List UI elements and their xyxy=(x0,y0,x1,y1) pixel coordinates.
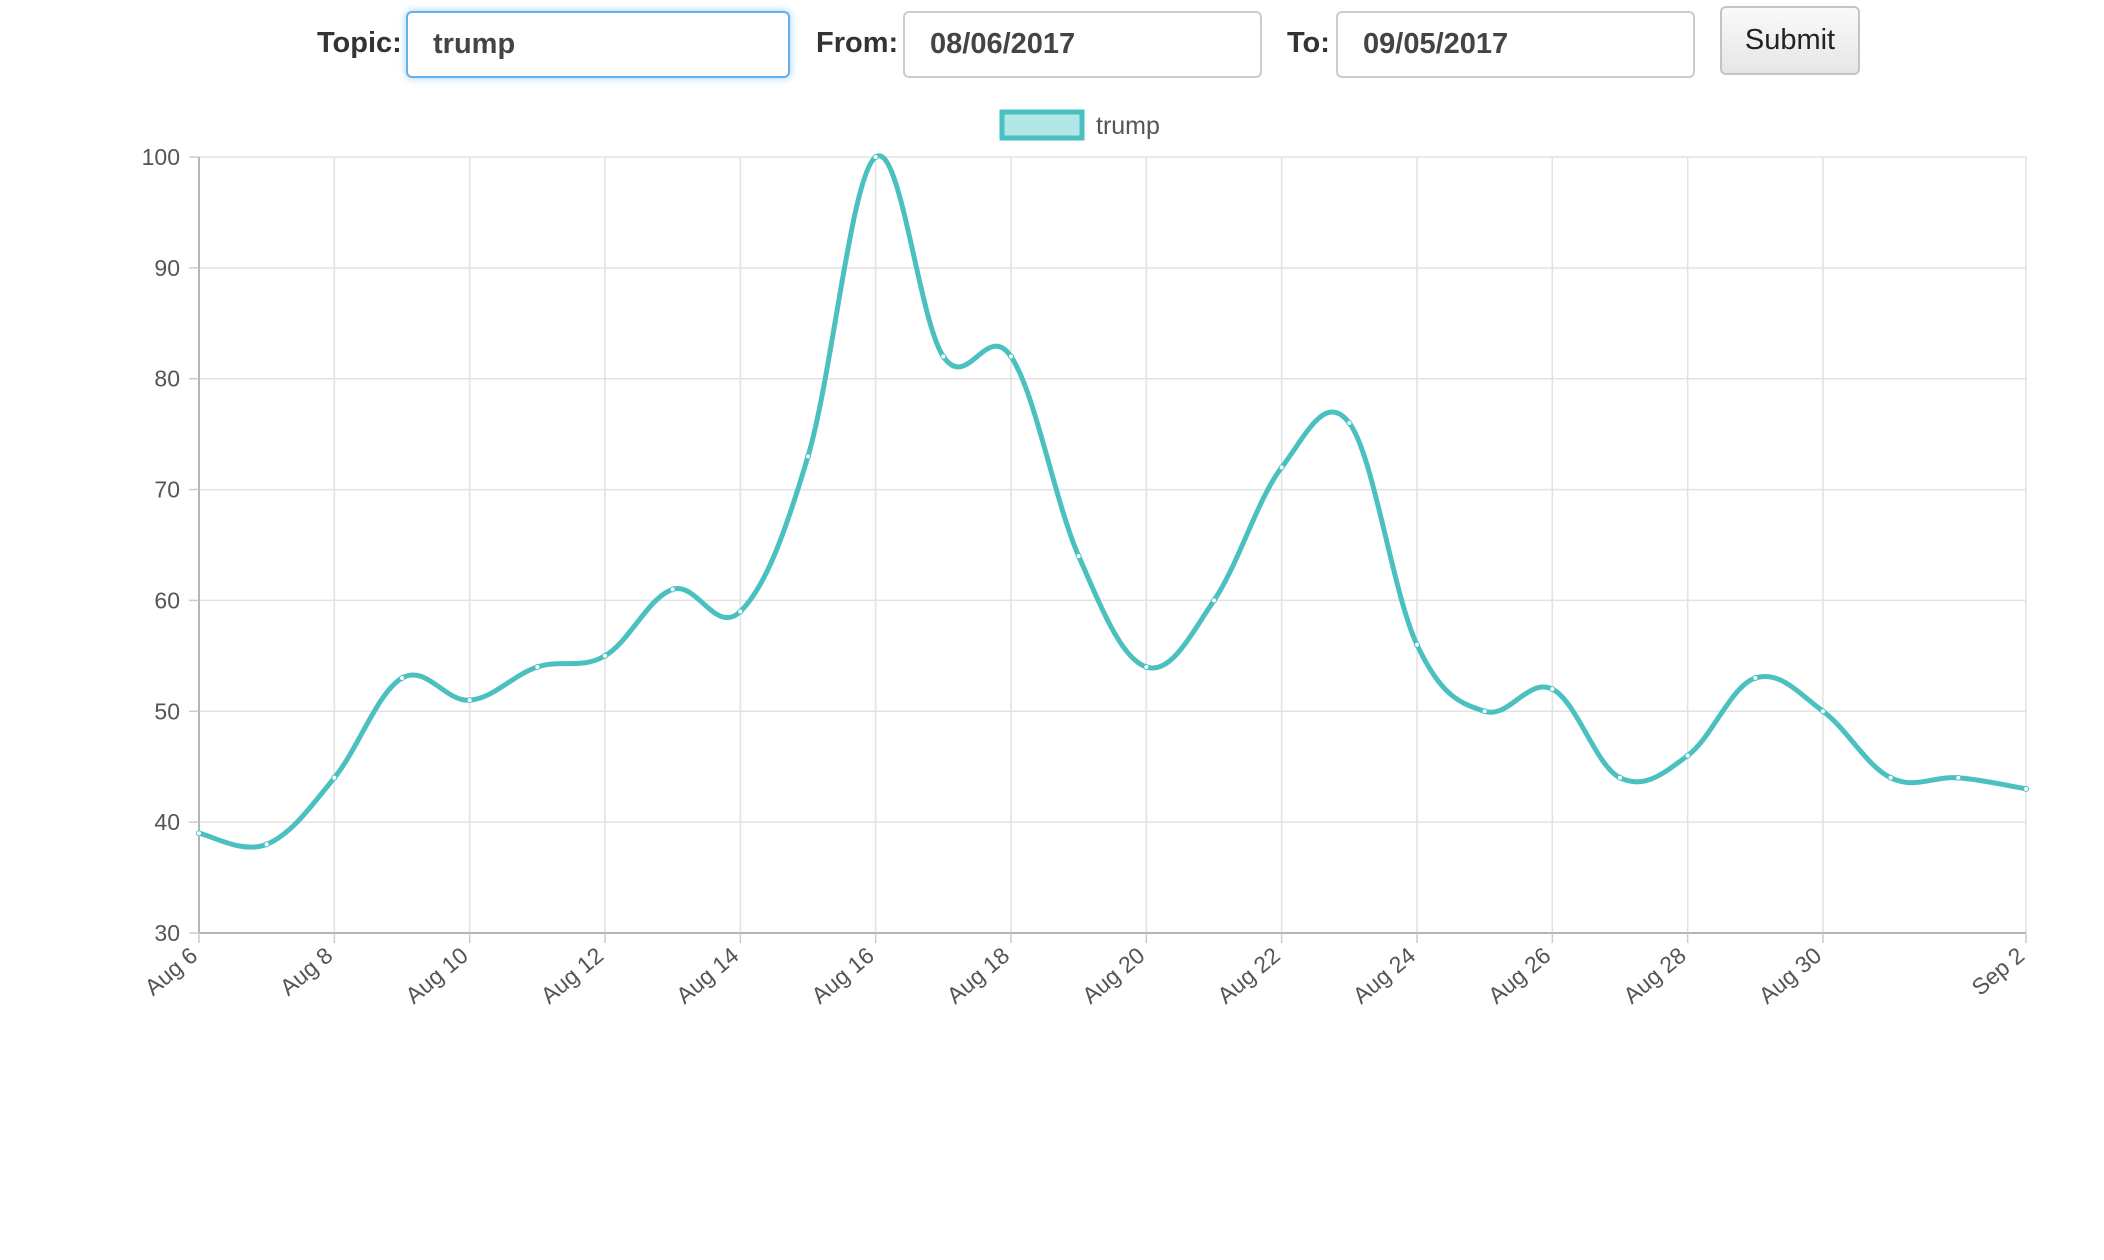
x-tick-label: Aug 20 xyxy=(1077,942,1150,1009)
data-point[interactable] xyxy=(1346,420,1353,427)
data-point[interactable] xyxy=(1075,553,1082,560)
data-point[interactable] xyxy=(1684,752,1691,759)
x-tick-label: Aug 14 xyxy=(671,942,744,1009)
x-tick-label: Aug 22 xyxy=(1212,942,1285,1009)
data-point[interactable] xyxy=(1414,641,1420,648)
to-label: To: xyxy=(1287,27,1330,59)
data-point[interactable] xyxy=(669,586,676,593)
data-point[interactable] xyxy=(1820,708,1826,715)
y-tick-label: 70 xyxy=(154,477,180,503)
series-line-trump xyxy=(198,153,2027,850)
y-tick-label: 80 xyxy=(154,366,180,392)
data-point[interactable] xyxy=(1955,774,1962,781)
data-point[interactable] xyxy=(1481,708,1488,715)
x-tick-label: Aug 12 xyxy=(536,942,609,1009)
from-label: From: xyxy=(816,27,899,59)
legend-swatch-trump[interactable] xyxy=(999,109,1085,141)
data-point[interactable] xyxy=(602,652,608,659)
data-point[interactable] xyxy=(1008,353,1014,360)
data-point[interactable] xyxy=(1617,774,1623,781)
y-tick-label: 90 xyxy=(154,255,180,281)
data-point[interactable] xyxy=(1211,597,1217,604)
topic-input[interactable] xyxy=(406,11,790,78)
legend-label-trump[interactable]: trump xyxy=(1096,112,1160,140)
data-point[interactable] xyxy=(2023,785,2029,792)
x-tick-label: Aug 6 xyxy=(139,942,202,1001)
x-tick-label: Aug 30 xyxy=(1754,942,1827,1009)
x-tick-label: Aug 26 xyxy=(1483,942,1556,1009)
data-point[interactable] xyxy=(1278,464,1285,471)
y-axis-ticks: 30 40 50 60 70 80 90 100 xyxy=(142,144,199,946)
axes xyxy=(198,157,2026,934)
grid xyxy=(198,156,2027,934)
query-form: Topic: From: To: Submit xyxy=(0,0,2104,100)
data-point[interactable] xyxy=(1143,663,1150,670)
x-tick-label: Aug 8 xyxy=(275,942,338,1001)
x-tick-label: Aug 18 xyxy=(942,942,1015,1009)
data-point[interactable] xyxy=(1887,774,1894,781)
x-tick-label: Aug 24 xyxy=(1348,942,1421,1009)
y-tick-label: 30 xyxy=(154,920,180,946)
data-point[interactable] xyxy=(1752,675,1759,682)
data-point[interactable] xyxy=(805,453,811,460)
to-date-input[interactable] xyxy=(1336,11,1695,78)
data-point[interactable] xyxy=(940,353,947,360)
data-point[interactable] xyxy=(331,774,338,781)
x-tick-label: Aug 10 xyxy=(400,942,473,1009)
topic-label: Topic: xyxy=(317,27,402,59)
y-tick-label: 40 xyxy=(154,809,180,835)
y-tick-label: 50 xyxy=(154,698,180,724)
from-date-input[interactable] xyxy=(903,11,1262,78)
data-point[interactable] xyxy=(872,154,879,160)
series xyxy=(196,153,2029,850)
y-tick-label: 60 xyxy=(154,587,180,613)
x-axis-ticks: Aug 6 Aug 8 Aug 10 Aug 12 Aug 14 Aug 16 Aug 18… xyxy=(139,933,2029,1009)
submit-button[interactable]: Submit xyxy=(1720,6,1860,75)
y-tick-label: 100 xyxy=(142,144,180,170)
x-tick-label: Sep 2 xyxy=(1966,942,2029,1001)
x-tick-label: Aug 28 xyxy=(1618,942,1691,1009)
x-tick-label: Aug 16 xyxy=(806,942,879,1009)
legend[interactable]: trump xyxy=(999,109,1160,141)
data-point[interactable] xyxy=(737,608,744,615)
data-point[interactable] xyxy=(399,675,405,682)
data-point[interactable] xyxy=(534,663,541,670)
data-point[interactable] xyxy=(1549,686,1556,693)
data-point[interactable] xyxy=(263,841,270,848)
data-point[interactable] xyxy=(466,697,473,704)
data-point[interactable] xyxy=(196,830,202,837)
